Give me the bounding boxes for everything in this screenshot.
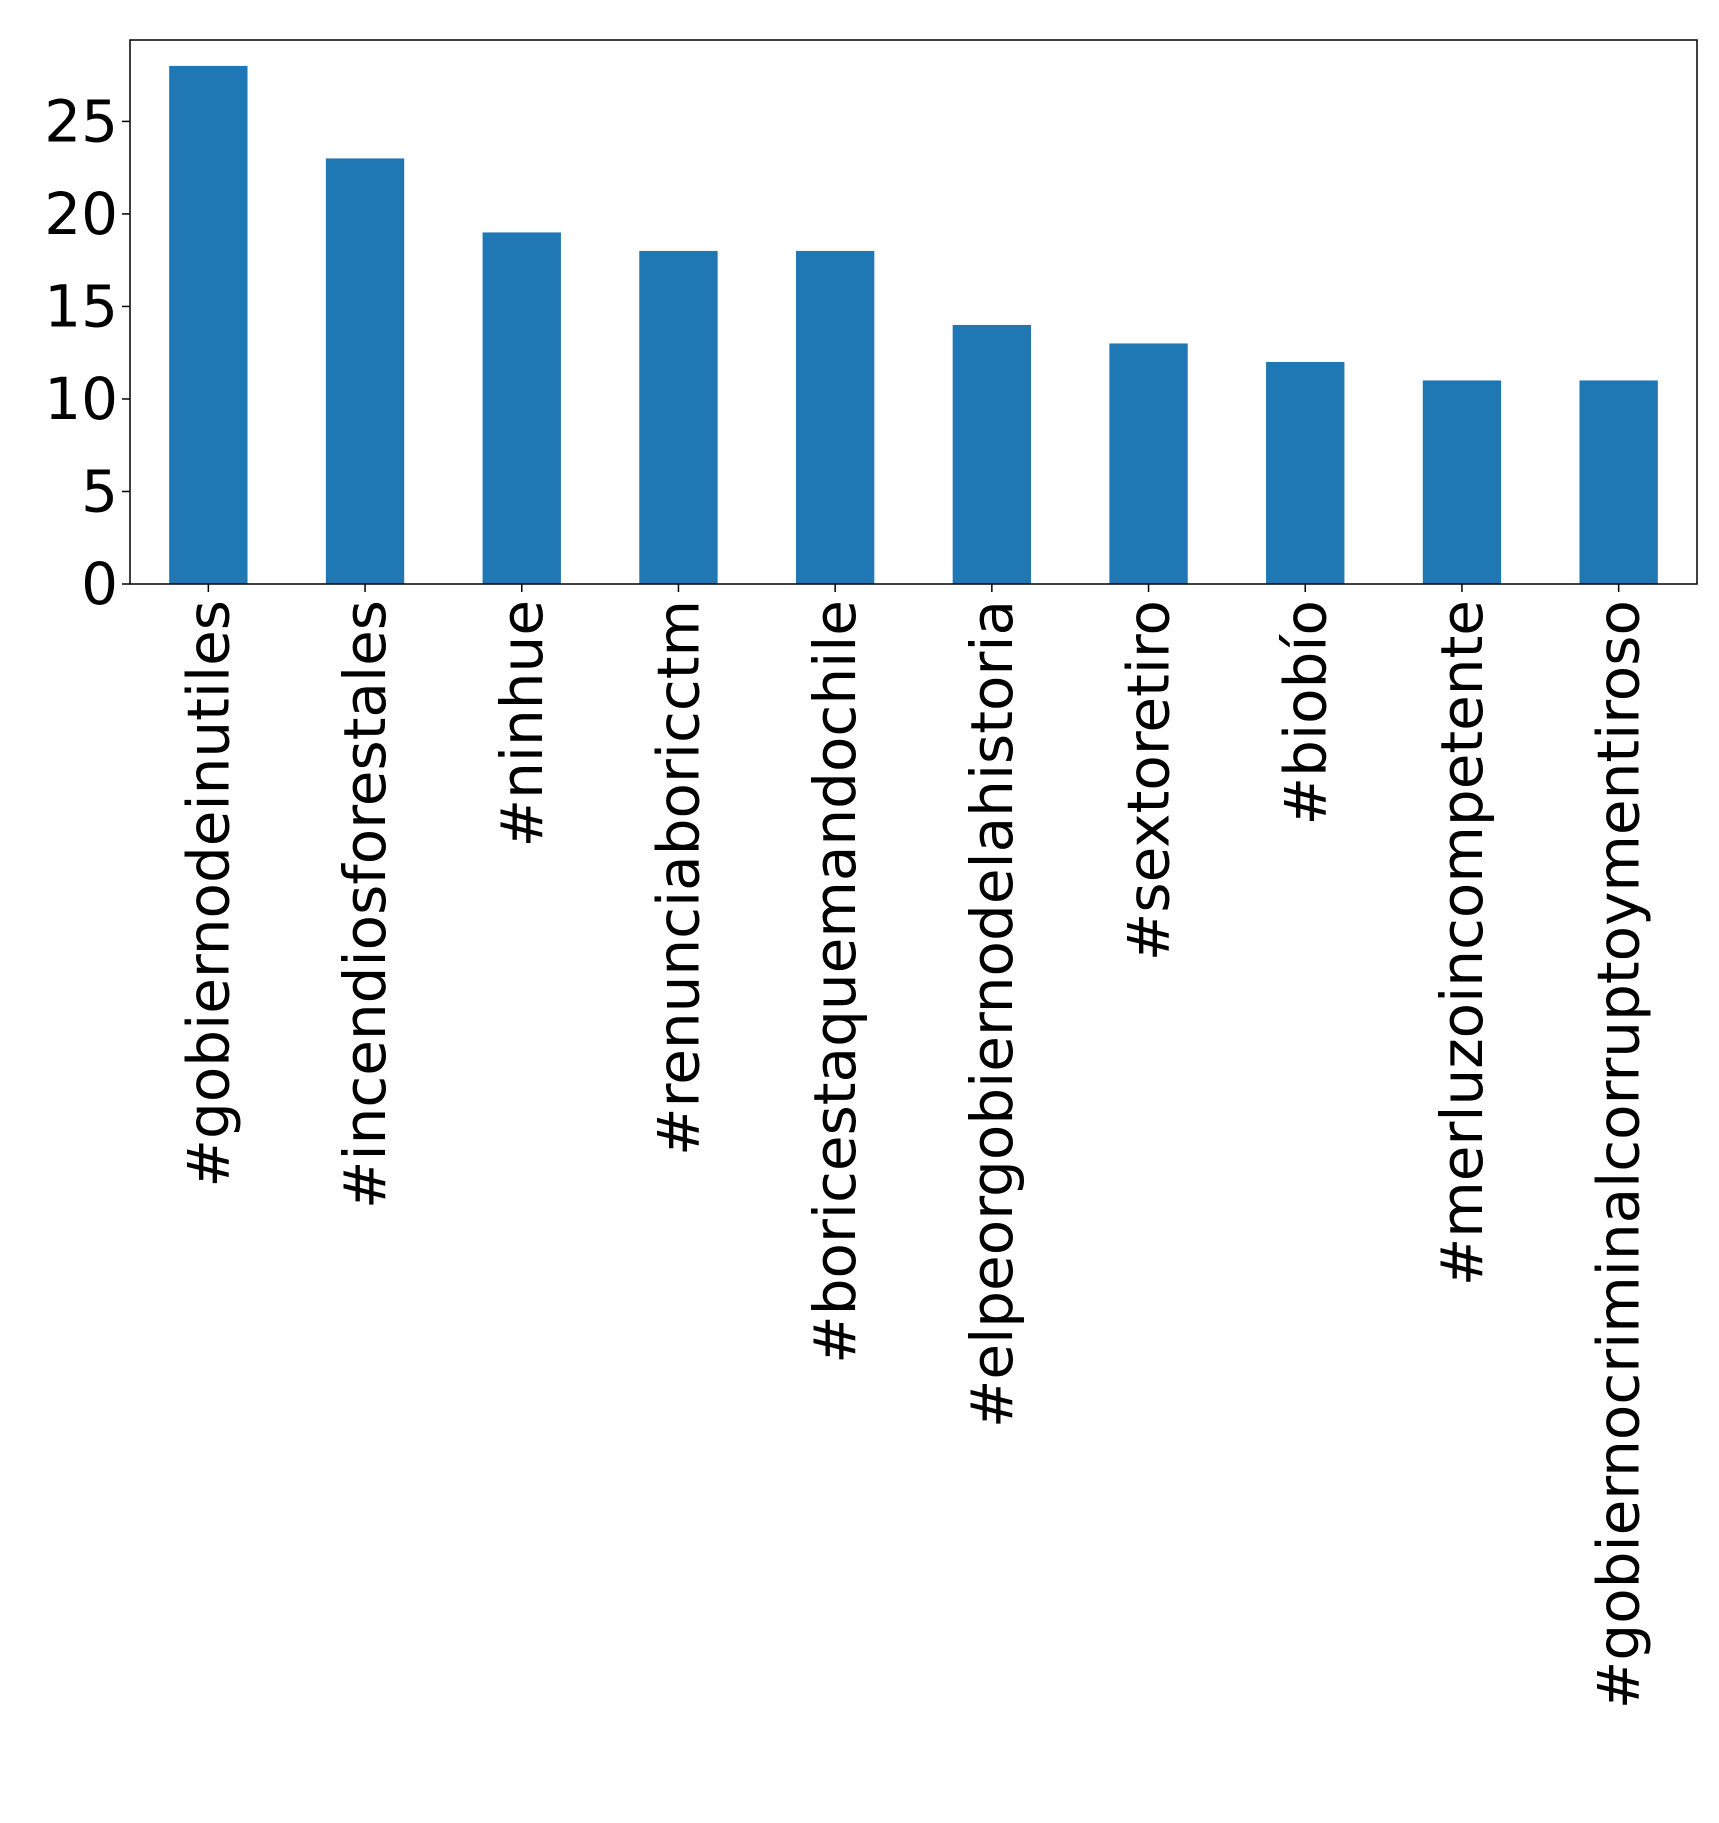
bar [482, 232, 561, 585]
x-tick-label: #incendiosforestales [331, 600, 399, 1209]
y-axis: 0 5 10 15 20 25 [44, 87, 130, 618]
x-tick-label: #boricestaquemandochile [801, 600, 869, 1364]
plot-frame [129, 39, 1698, 585]
bar [1579, 380, 1658, 584]
bar [1422, 380, 1502, 584]
y-tick-label: 25 [44, 87, 118, 155]
x-tick-label: #merluzoincompetente [1428, 600, 1496, 1286]
bar [952, 324, 1032, 584]
x-tick-label: #renunciaboricctm [644, 600, 712, 1156]
y-tick-label: 0 [81, 550, 118, 618]
bars-group [169, 65, 1658, 585]
x-tick-label: #elpeorgobiernodelahistoria [958, 600, 1026, 1428]
x-tick-label: #sextoretiro [1115, 600, 1183, 961]
y-tick-label: 10 [44, 365, 118, 433]
x-tick-label: #gobiernocriminalcorruptoymentiroso [1585, 600, 1653, 1709]
y-tick-label: 20 [44, 180, 118, 248]
bar [1109, 343, 1188, 584]
bar [1266, 361, 1345, 584]
x-tick-label: #biobío [1271, 600, 1339, 825]
x-tick-label: #ninhue [488, 600, 556, 847]
bar [639, 250, 718, 584]
x-tick-label: #gobiernodeinutiles [174, 600, 242, 1188]
y-tick-label: 15 [44, 272, 118, 340]
bar [325, 158, 405, 585]
bar [795, 250, 875, 584]
bar [169, 65, 248, 584]
y-tick-label: 5 [81, 457, 118, 525]
x-axis: #gobiernodeinutiles #incendiosforestales #… [174, 584, 1653, 1709]
